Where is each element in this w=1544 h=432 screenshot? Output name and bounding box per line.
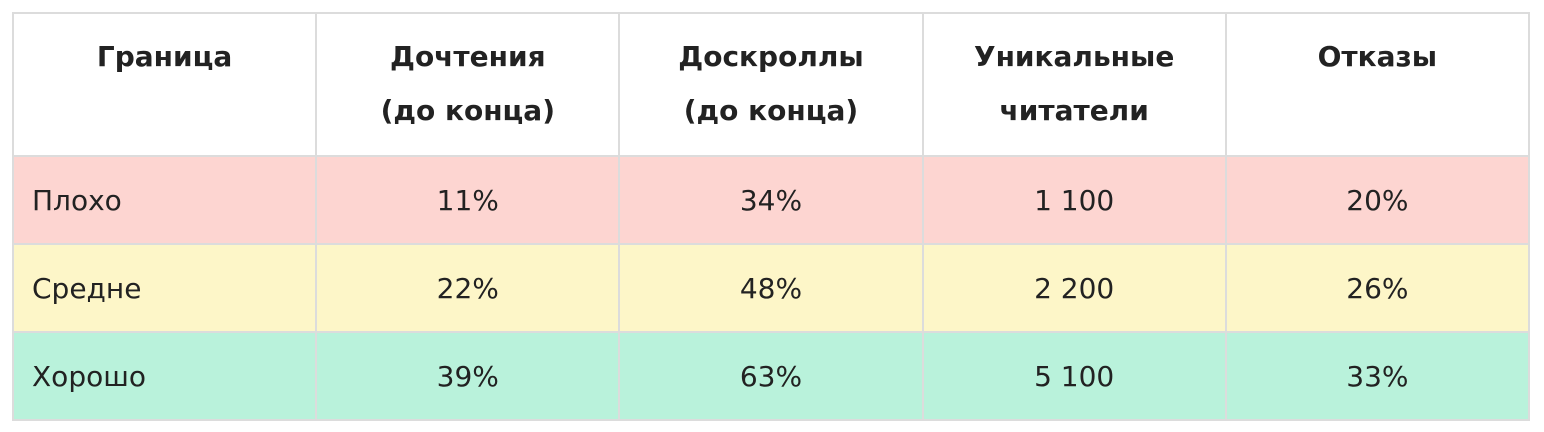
table-row: Плохо 11% 34% 1 100 20% xyxy=(11,155,1531,245)
header-row: Граница Дочтения (до конца) Доскроллы (до ко… xyxy=(11,12,1531,157)
table-cell: 11% xyxy=(315,155,621,245)
table-cell: 63% xyxy=(618,331,924,421)
table-cell: 48% xyxy=(618,243,924,333)
header-line: Отказы xyxy=(1317,40,1438,73)
header-cell: Уникальные читатели xyxy=(921,12,1227,157)
metrics-table: Граница Дочтения (до конца) Доскроллы (до ко… xyxy=(11,12,1531,421)
table-row: Средне 22% 48% 2 200 26% xyxy=(11,243,1531,333)
header-cell: Граница xyxy=(11,12,318,157)
table-cell: 39% xyxy=(315,331,621,421)
header-line: (до конца) xyxy=(380,94,555,127)
row-label: Хорошо xyxy=(11,331,318,421)
row-label: Плохо xyxy=(11,155,318,245)
table-cell: 2 200 xyxy=(921,243,1227,333)
row-label: Средне xyxy=(11,243,318,333)
table-cell: 1 100 xyxy=(921,155,1227,245)
table-cell: 20% xyxy=(1224,155,1531,245)
table-cell: 33% xyxy=(1224,331,1531,421)
header-line: Граница xyxy=(96,40,233,73)
table-row: Хорошо 39% 63% 5 100 33% xyxy=(11,331,1531,421)
header-cell: Доскроллы (до конца) xyxy=(618,12,924,157)
table-cell: 34% xyxy=(618,155,924,245)
table-cell: 26% xyxy=(1224,243,1531,333)
table-head: Граница Дочтения (до конца) Доскроллы (до ко… xyxy=(11,12,1531,157)
header-line: (до конца) xyxy=(683,94,859,127)
table-cell: 5 100 xyxy=(921,331,1227,421)
header-line: читатели xyxy=(999,94,1149,127)
header-line: Доскроллы xyxy=(678,40,864,73)
table-body: Плохо 11% 34% 1 100 20% Средне 22% 48% 2 200 26% Х… xyxy=(11,155,1531,421)
header-cell: Дочтения (до конца) xyxy=(315,12,621,157)
header-line: Уникальные xyxy=(973,40,1175,73)
header-cell: Отказы xyxy=(1224,12,1531,157)
table-cell: 22% xyxy=(315,243,621,333)
header-line: Дочтения xyxy=(390,40,546,73)
